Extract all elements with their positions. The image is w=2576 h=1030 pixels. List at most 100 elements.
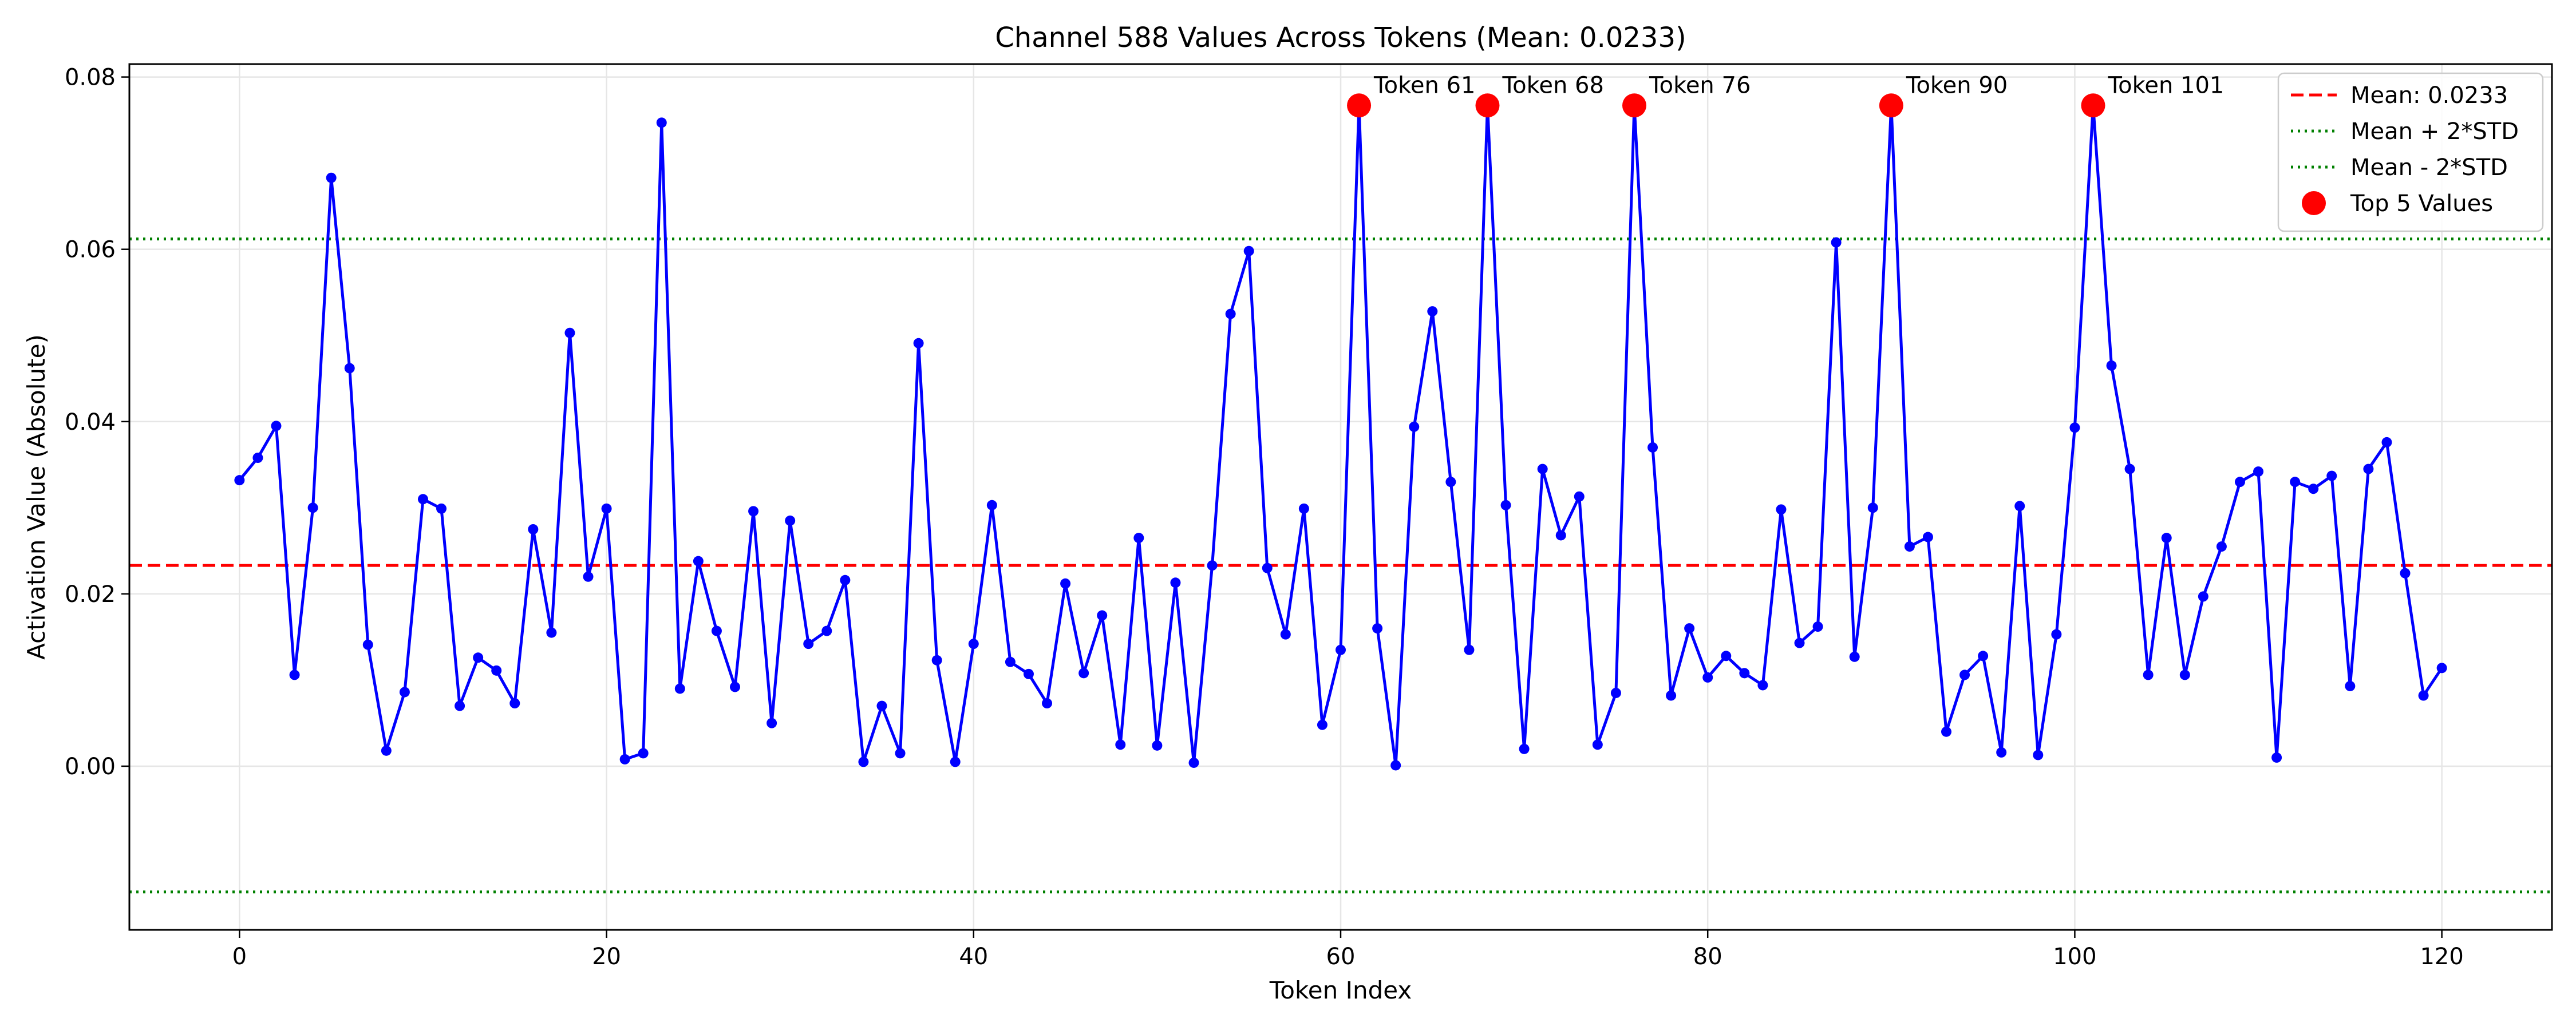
data-point (1152, 740, 1163, 751)
data-point (2143, 670, 2154, 680)
data-point (785, 515, 796, 526)
data-point (1317, 719, 1327, 730)
legend-box (2277, 72, 2544, 232)
data-point (2179, 670, 2190, 680)
x-tick-label: 60 (1326, 944, 1356, 970)
data-point (1133, 533, 1144, 544)
data-point (2363, 464, 2374, 474)
data-point (546, 627, 557, 638)
data-point (583, 571, 594, 582)
x-tick-label: 80 (1693, 944, 1722, 970)
data-point (528, 524, 539, 534)
data-point (289, 670, 300, 680)
y-tick-label: 0.04 (65, 409, 116, 435)
legend-label: Mean: 0.0233 (2350, 82, 2508, 109)
y-tick-label: 0.02 (65, 581, 116, 608)
data-point (1464, 644, 1475, 655)
data-point (2381, 437, 2392, 447)
data-point (1500, 500, 1511, 510)
y-tick-label: 0.06 (65, 237, 116, 263)
data-point (271, 421, 282, 431)
data-point (1298, 503, 1309, 514)
data-point (1776, 504, 1787, 515)
data-point (2400, 568, 2411, 579)
data-point (895, 748, 906, 759)
top-value-annotation: Token 101 (2107, 72, 2224, 98)
top-value-marker (1475, 93, 1500, 118)
reference-lines (129, 237, 2552, 894)
data-point (1849, 651, 1860, 662)
data-point (913, 338, 924, 348)
data-point (601, 503, 612, 514)
data-point (1207, 560, 1218, 571)
x-tick-label: 120 (2420, 944, 2463, 970)
data-point (2418, 690, 2429, 701)
data-point (1794, 637, 1805, 648)
data-point (1555, 530, 1566, 541)
data-point (1666, 690, 1677, 701)
x-axis-label: Token Index (1269, 976, 1412, 1004)
data-point (2253, 466, 2264, 477)
data-point (1188, 757, 1199, 768)
data-point (950, 756, 961, 767)
data-point (436, 503, 447, 514)
data-point (1978, 651, 1989, 661)
data-point (1243, 245, 1254, 256)
data-point (1445, 477, 1456, 488)
data-point (1427, 306, 1438, 317)
data-point (1537, 464, 1548, 474)
legend: Mean: 0.0233 Mean + 2*STD Mean - 2*STD Top … (2277, 72, 2544, 232)
legend-swatch (2302, 191, 2326, 215)
data-point (2234, 477, 2245, 488)
data-point (986, 500, 997, 510)
data-point (2216, 541, 2227, 552)
grid (129, 64, 2552, 930)
data-point (1812, 621, 1823, 632)
data-point (2198, 591, 2208, 602)
y-tick-label: 0.08 (65, 65, 116, 91)
data-point (252, 453, 263, 464)
top-value-annotation: Token 68 (1502, 72, 1603, 98)
top-value-marker (1347, 93, 1372, 118)
chart-title: Channel 588 Values Across Tokens (Mean: … (995, 22, 1686, 54)
data-point (473, 652, 484, 663)
legend-label: Mean - 2*STD (2350, 154, 2508, 181)
x-tick-label: 100 (2053, 944, 2096, 970)
series (234, 100, 2447, 771)
data-point (1721, 651, 1732, 661)
axis-ticks: 0 20 40 60 80 100 120 0.00 0.02 0.04 0.06 0.08 (65, 65, 2464, 970)
data-point (2014, 501, 2025, 512)
data-point (1684, 623, 1695, 634)
data-point (931, 655, 942, 665)
data-point (1757, 680, 1768, 691)
data-point (1336, 644, 1346, 655)
data-point (1372, 623, 1383, 634)
x-tick-label: 0 (232, 944, 247, 970)
data-point (858, 756, 869, 767)
data-point (1262, 562, 1273, 573)
data-point (840, 575, 851, 585)
top-value-marker (2081, 93, 2105, 118)
data-point (1097, 610, 1108, 621)
data-point (1170, 577, 1181, 588)
data-point (1409, 421, 1420, 432)
data-point (2436, 663, 2447, 674)
top-values: Token 61 Token 68 Token 76 Token 90 Token 10… (1347, 72, 2224, 118)
top-value-annotation: Token 61 (1373, 72, 1475, 98)
data-point (2124, 464, 2135, 474)
legend-label: Top 5 Values (2350, 191, 2493, 217)
y-axis-label: Activation Value (Absolute) (22, 334, 50, 660)
data-point (1592, 739, 1603, 750)
data-point (307, 502, 318, 513)
x-tick-label: 20 (592, 944, 621, 970)
data-point (674, 683, 685, 694)
data-point (1023, 668, 1034, 679)
data-point (693, 556, 704, 566)
data-point (2033, 750, 2044, 760)
data-point (1574, 491, 1585, 502)
data-point (2271, 752, 2282, 763)
data-point (1702, 672, 1713, 683)
data-point (1078, 668, 1089, 679)
